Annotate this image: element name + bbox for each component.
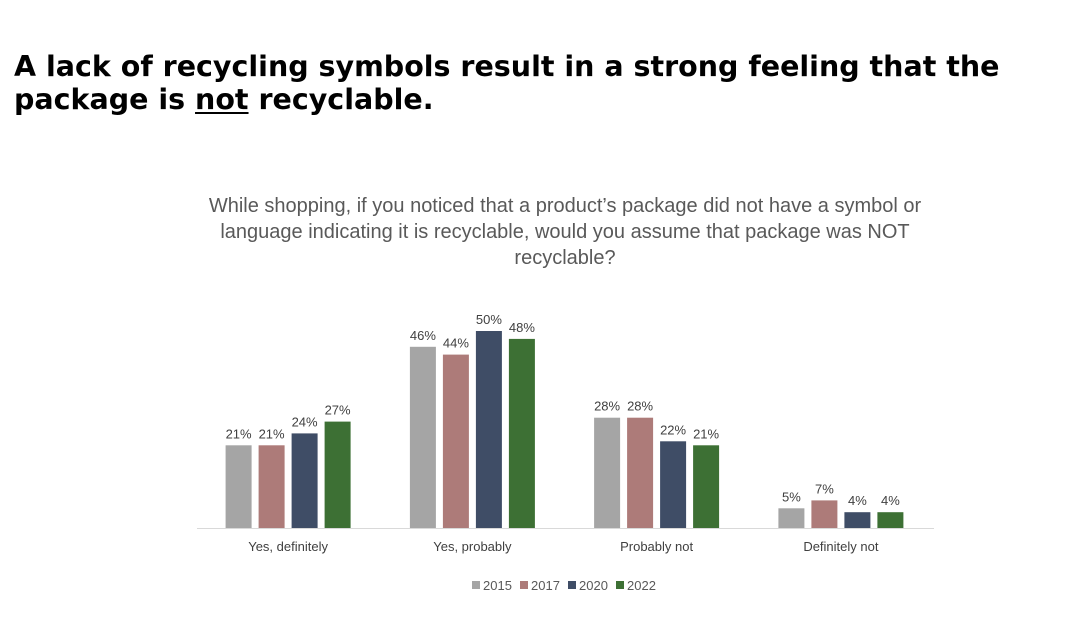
category-labels-group: Yes, definitely Yes, probably Probably not… (248, 539, 879, 554)
data-labels-group: 21% 21% 24% 27% 46% 44% 50% 48% 28% 28% 22% 21% 5% 7%… (226, 312, 901, 508)
bar-2022-3 (877, 512, 904, 528)
data-label-2015-2: 28% (594, 399, 620, 414)
category-label-0: Yes, definitely (248, 539, 328, 554)
data-label-2022-3: 4% (881, 493, 900, 508)
bar-2015-2 (594, 417, 621, 528)
data-label-2022-1: 48% (509, 320, 535, 335)
legend-swatch-2022 (616, 581, 624, 589)
bar-2017-0 (258, 445, 285, 528)
slide-title-emphasis: not (195, 83, 249, 116)
category-label-3: Definitely not (803, 539, 879, 554)
data-label-2020-2: 22% (660, 422, 686, 437)
bar-2015-0 (225, 445, 252, 528)
bar-2015-1 (409, 346, 436, 528)
bars-group (225, 331, 904, 528)
data-label-2017-0: 21% (259, 426, 285, 441)
legend-swatch-2017 (520, 581, 528, 589)
legend: 2015 2017 2020 2022 (472, 578, 656, 593)
legend-label-2017: 2017 (531, 578, 560, 593)
legend-swatch-2015 (472, 581, 480, 589)
data-label-2017-2: 28% (627, 399, 653, 414)
data-label-2015-3: 5% (782, 489, 801, 504)
data-label-2020-1: 50% (476, 312, 502, 327)
category-label-1: Yes, probably (433, 539, 512, 554)
legend-label-2015: 2015 (483, 578, 512, 593)
category-label-2: Probably not (620, 539, 693, 554)
slide-title: A lack of recycling symbols result in a … (14, 50, 1054, 116)
data-label-2020-0: 24% (292, 414, 318, 429)
bar-2017-1 (442, 354, 469, 528)
data-label-2020-3: 4% (848, 493, 867, 508)
chart-title: While shopping, if you noticed that a pr… (208, 195, 922, 269)
bar-2020-2 (660, 441, 687, 528)
slide-title-part1: A lack of recycling symbols result in a … (14, 50, 1000, 116)
bar-2017-2 (627, 417, 654, 528)
bar-2015-3 (778, 508, 805, 528)
legend-label-2022: 2022 (627, 578, 656, 593)
slide-title-part2: recyclable. (248, 83, 434, 116)
data-label-2017-1: 44% (443, 336, 469, 351)
bar-2022-0 (324, 421, 351, 528)
data-label-2015-1: 46% (410, 328, 436, 343)
bar-2022-1 (508, 338, 535, 528)
bar-2020-3 (844, 512, 871, 528)
bar-2020-1 (475, 331, 502, 528)
legend-label-2020: 2020 (579, 578, 608, 593)
data-label-2022-2: 21% (693, 426, 719, 441)
bar-2020-0 (291, 433, 318, 528)
bar-2022-2 (693, 445, 720, 528)
data-label-2022-0: 27% (325, 403, 351, 418)
legend-swatch-2020 (568, 581, 576, 589)
data-label-2015-0: 21% (226, 426, 252, 441)
data-label-2017-3: 7% (815, 481, 834, 496)
bar-2017-3 (811, 500, 838, 528)
